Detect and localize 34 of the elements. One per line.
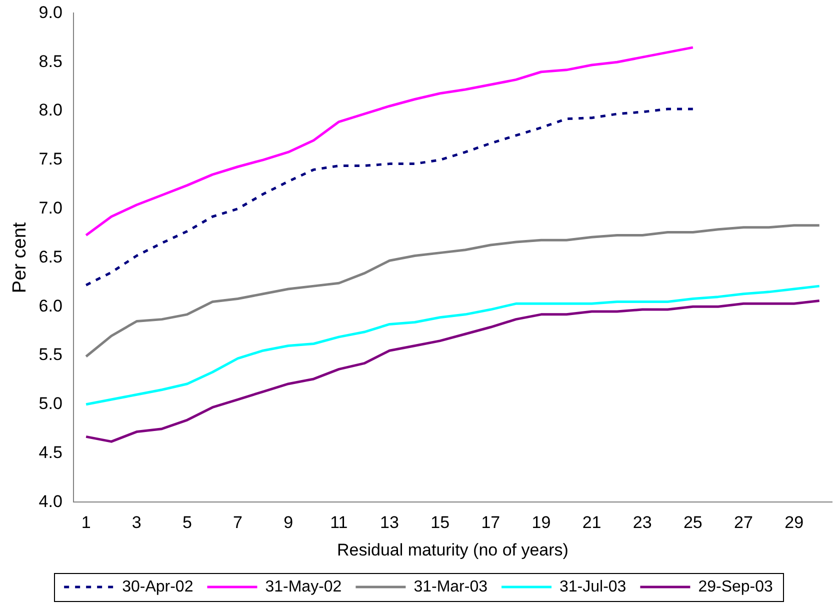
x-axis-title: Residual maturity (no of years) [336,540,568,560]
x-tick-label: 9 [284,513,294,532]
x-tick-label: 5 [182,513,192,532]
y-tick-label: 9.0 [38,2,62,22]
y-tick-label: 6.5 [38,247,62,266]
y-tick-label: 7.5 [38,150,62,169]
x-tick-label: 23 [632,513,652,532]
x-tick-label: 19 [532,513,551,532]
x-tick-label: 7 [233,513,243,532]
y-tick-label: 6.0 [38,296,62,316]
y-tick-label: 8.0 [38,100,62,120]
line-series [84,108,694,286]
y-axis-title: Per cent [10,222,31,294]
legend-label: 31-May-02 [265,578,342,596]
x-tick-label: 15 [430,513,450,532]
legend-label: 29-Sep-03 [698,578,774,596]
x-tick-label: 1 [81,513,91,532]
x-tick-label: 13 [380,513,399,532]
y-tick-label: 5.0 [38,394,62,414]
x-tick-label: 3 [132,513,142,532]
y-tick-label: 8.5 [38,52,62,71]
y-tick-label: 4.0 [38,492,62,511]
legend-label: 31-Jul-03 [560,578,626,596]
y-tick-label: 5.5 [38,345,62,364]
x-tick-label: 29 [784,513,804,532]
x-tick-label: 17 [481,513,500,532]
y-tick-label: 4.5 [38,442,62,462]
x-tick-label: 25 [683,513,702,532]
x-tick-label: 11 [330,513,348,532]
legend-label: 31-Mar-03 [414,578,488,596]
x-tick-label: 27 [734,513,753,532]
x-tick-label: 21 [582,513,602,532]
y-tick-label: 7.0 [38,198,62,218]
legend-label: 30-Apr-02 [122,578,194,596]
